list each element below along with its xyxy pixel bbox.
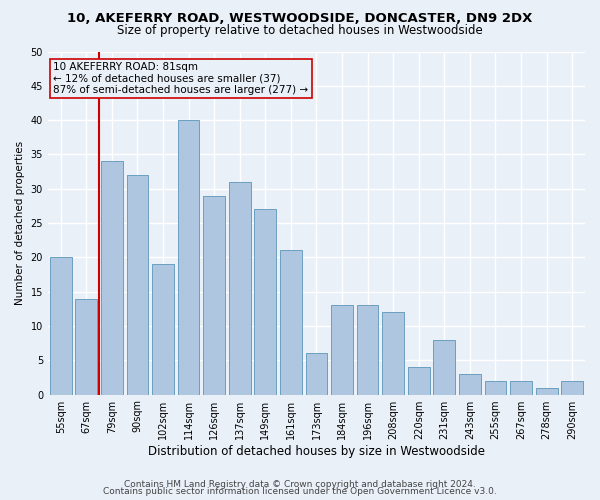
- Bar: [536, 388, 557, 394]
- Bar: [331, 306, 353, 394]
- Text: Contains public sector information licensed under the Open Government Licence v3: Contains public sector information licen…: [103, 488, 497, 496]
- Bar: [254, 210, 276, 394]
- Text: 10, AKEFERRY ROAD, WESTWOODSIDE, DONCASTER, DN9 2DX: 10, AKEFERRY ROAD, WESTWOODSIDE, DONCAST…: [67, 12, 533, 26]
- Text: Size of property relative to detached houses in Westwoodside: Size of property relative to detached ho…: [117, 24, 483, 37]
- Bar: [382, 312, 404, 394]
- Bar: [562, 381, 583, 394]
- Bar: [305, 354, 328, 395]
- Text: 10 AKEFERRY ROAD: 81sqm
← 12% of detached houses are smaller (37)
87% of semi-de: 10 AKEFERRY ROAD: 81sqm ← 12% of detache…: [53, 62, 308, 95]
- Bar: [280, 250, 302, 394]
- Bar: [152, 264, 174, 394]
- Bar: [101, 162, 123, 394]
- Bar: [433, 340, 455, 394]
- Bar: [50, 258, 71, 394]
- Bar: [459, 374, 481, 394]
- Bar: [510, 381, 532, 394]
- X-axis label: Distribution of detached houses by size in Westwoodside: Distribution of detached houses by size …: [148, 444, 485, 458]
- Bar: [178, 120, 199, 394]
- Bar: [229, 182, 251, 394]
- Y-axis label: Number of detached properties: Number of detached properties: [15, 141, 25, 305]
- Bar: [357, 306, 379, 394]
- Text: Contains HM Land Registry data © Crown copyright and database right 2024.: Contains HM Land Registry data © Crown c…: [124, 480, 476, 489]
- Bar: [76, 298, 97, 394]
- Bar: [408, 367, 430, 394]
- Bar: [127, 175, 148, 394]
- Bar: [203, 196, 225, 394]
- Bar: [485, 381, 506, 394]
